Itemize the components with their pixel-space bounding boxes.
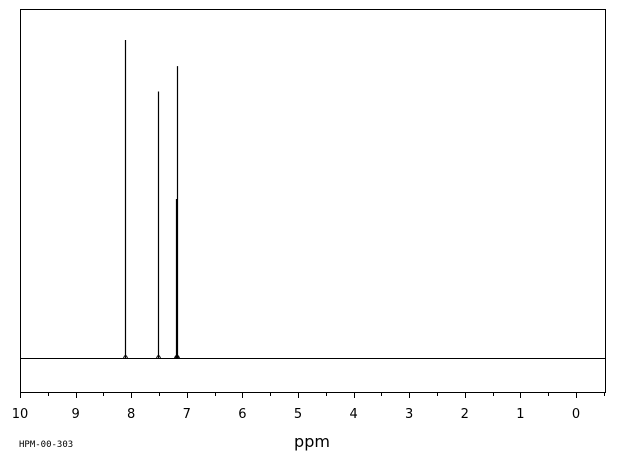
x-axis-title: ppm <box>294 432 330 451</box>
plot-frame <box>20 9 606 393</box>
x-tick-label: 0 <box>572 407 580 422</box>
x-tick-label: 9 <box>71 407 79 422</box>
x-tick-label: 7 <box>183 407 191 422</box>
x-tick-label: 8 <box>127 407 135 422</box>
spectrum-peak-base <box>174 355 179 359</box>
spectrum-peak-base <box>123 355 128 359</box>
x-tick-label: 3 <box>405 407 413 422</box>
x-tick-label: 5 <box>294 407 302 422</box>
spectrum-peak-base <box>156 355 161 359</box>
x-tick-label: 4 <box>349 407 357 422</box>
x-axis-tick-labels: 10 9 8 7 6 5 4 3 2 1 0 <box>12 407 580 422</box>
x-axis-ticks <box>20 392 605 398</box>
x-tick-label: 2 <box>461 407 469 422</box>
x-tick-label: 1 <box>516 407 524 422</box>
spectrum-peaks <box>123 40 180 359</box>
x-tick-label: 6 <box>238 407 246 422</box>
x-tick-label: 10 <box>12 407 29 422</box>
spectrum-code-label: HPM-00-303 <box>19 440 73 450</box>
